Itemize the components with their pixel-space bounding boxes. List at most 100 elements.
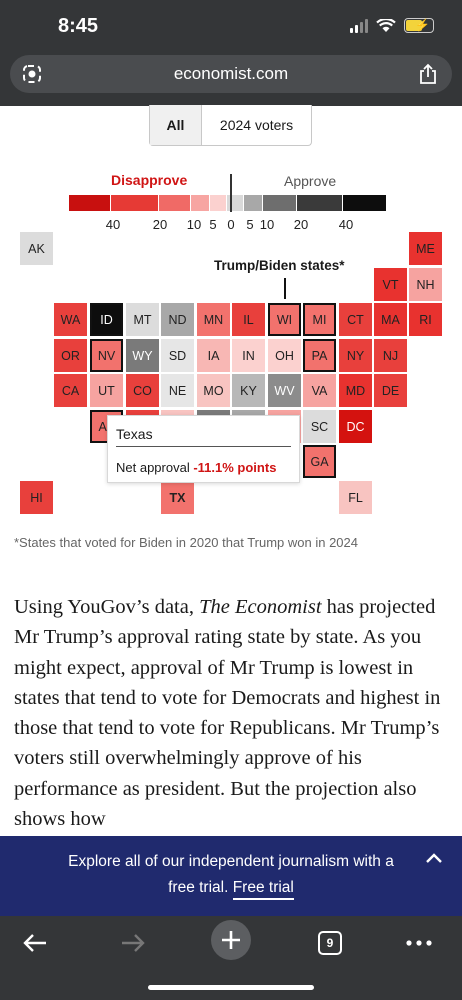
state-tile-wi[interactable]: WI: [268, 303, 301, 336]
legend-swatch: [69, 195, 110, 211]
back-arrow-icon: [23, 934, 46, 952]
state-tile-wa[interactable]: WA: [54, 303, 87, 336]
plus-icon: [222, 931, 240, 949]
state-tile-or[interactable]: OR: [54, 339, 87, 372]
share-icon[interactable]: [418, 63, 438, 85]
battery-icon: ⚡: [404, 18, 434, 33]
browser-top-bar: 8:45 ⚡ economist.com: [0, 0, 462, 106]
legend-tick-label: 5: [246, 217, 254, 232]
legend-zero-line: [230, 174, 232, 212]
legend-swatch: [191, 195, 209, 211]
state-tile-de[interactable]: DE: [374, 374, 407, 407]
forward-button[interactable]: [118, 928, 148, 958]
state-tile-nj[interactable]: NJ: [374, 339, 407, 372]
state-tile-mn[interactable]: MN: [197, 303, 230, 336]
status-time: 8:45: [58, 15, 99, 37]
legend-tick-label: 20: [152, 217, 168, 232]
legend-tick-label: 10: [259, 217, 275, 232]
state-tile-co[interactable]: CO: [126, 374, 159, 407]
annotation-pointer-line: [284, 278, 286, 299]
chevron-up-icon[interactable]: [426, 852, 442, 864]
legend-color-scale: [69, 195, 386, 211]
state-tile-il[interactable]: IL: [232, 303, 265, 336]
state-tile-ma[interactable]: MA: [374, 303, 407, 336]
url-text[interactable]: economist.com: [173, 64, 289, 83]
status-icons: ⚡: [350, 18, 434, 33]
more-dots-icon: [406, 940, 432, 946]
state-tile-nd[interactable]: ND: [161, 303, 194, 336]
legend-tick-label: 40: [105, 217, 121, 232]
legend-tick-label: 40: [338, 217, 354, 232]
state-tile-ia[interactable]: IA: [197, 339, 230, 372]
state-tile-dc[interactable]: DC: [339, 410, 372, 443]
free-trial-link[interactable]: Free trial: [232, 879, 294, 900]
tooltip-label: Net approval: [116, 460, 190, 475]
toggle-2024-voters-button[interactable]: 2024 voters: [219, 117, 294, 133]
state-tile-wy[interactable]: WY: [126, 339, 159, 372]
tabs-button[interactable]: 9: [315, 928, 345, 958]
free-trial-banner: Explore all of our independent journalis…: [0, 836, 462, 916]
legend-tick-label: 10: [186, 217, 202, 232]
cellular-signal-icon: [350, 18, 368, 33]
state-tile-fl[interactable]: FL: [339, 481, 372, 514]
url-bar[interactable]: economist.com: [10, 55, 452, 93]
state-tile-hi[interactable]: HI: [20, 481, 53, 514]
state-tile-pa[interactable]: PA: [303, 339, 336, 372]
legend-swatch: [297, 195, 342, 211]
state-tile-oh[interactable]: OH: [268, 339, 301, 372]
more-options-button[interactable]: [404, 928, 434, 958]
promo-line-2-text: free trial.: [168, 879, 233, 896]
state-tile-va[interactable]: VA: [303, 374, 336, 407]
state-tile-mo[interactable]: MO: [197, 374, 230, 407]
legend-swatch: [263, 195, 296, 211]
state-tile-in[interactable]: IN: [232, 339, 265, 372]
state-tile-md[interactable]: MD: [339, 374, 372, 407]
toggle-all-button[interactable]: All: [150, 105, 202, 145]
state-tile-ky[interactable]: KY: [232, 374, 265, 407]
state-tile-ct[interactable]: CT: [339, 303, 372, 336]
promo-line-1: Explore all of our independent journalis…: [68, 853, 394, 870]
page-settings-icon[interactable]: [22, 64, 42, 84]
new-tab-button[interactable]: [211, 920, 251, 960]
state-tile-ak[interactable]: AK: [20, 232, 53, 265]
wifi-icon: [376, 18, 396, 32]
state-tile-tx[interactable]: TX: [161, 481, 194, 514]
legend-swatch: [244, 195, 262, 211]
legend-swatch: [210, 195, 226, 211]
state-tile-sd[interactable]: SD: [161, 339, 194, 372]
state-tile-ny[interactable]: NY: [339, 339, 372, 372]
state-tile-mt[interactable]: MT: [126, 303, 159, 336]
state-tile-nv[interactable]: NV: [90, 339, 123, 372]
audience-toggle: All 2024 voters: [149, 105, 312, 146]
home-indicator: [148, 985, 314, 990]
tooltip-row: Net approval -11.1% points: [116, 460, 276, 475]
state-tile-mi[interactable]: MI: [303, 303, 336, 336]
back-button[interactable]: [20, 928, 50, 958]
legend-swatch: [111, 195, 158, 211]
state-tile-nh[interactable]: NH: [409, 268, 442, 301]
state-tile-id[interactable]: ID: [90, 303, 123, 336]
state-tooltip: Texas Net approval -11.1% points: [107, 415, 300, 483]
state-tile-ga[interactable]: GA: [303, 445, 336, 478]
state-tile-ut[interactable]: UT: [90, 374, 123, 407]
legend-disapprove-label: Disapprove: [111, 172, 188, 188]
tab-count-badge: 9: [318, 931, 342, 955]
legend-swatch: [343, 195, 386, 211]
legend-tick-label: 5: [209, 217, 217, 232]
forward-arrow-icon: [122, 934, 145, 952]
article-paragraph: Using YouGov’s data, The Economist has p…: [14, 592, 450, 834]
legend-tick-label: 0: [227, 217, 235, 232]
state-tile-sc[interactable]: SC: [303, 410, 336, 443]
state-tile-wv[interactable]: WV: [268, 374, 301, 407]
state-tile-vt[interactable]: VT: [374, 268, 407, 301]
article-text-2: has projected Mr Trump’s approval rating…: [14, 596, 441, 831]
state-tile-ne[interactable]: NE: [161, 374, 194, 407]
legend-swatch: [159, 195, 190, 211]
state-tile-ri[interactable]: RI: [409, 303, 442, 336]
tooltip-divider: [116, 446, 291, 447]
tooltip-value: -11.1% points: [193, 460, 277, 475]
state-tile-me[interactable]: ME: [409, 232, 442, 265]
state-tile-ca[interactable]: CA: [54, 374, 87, 407]
tooltip-title: Texas: [116, 426, 153, 442]
article-publication-name: The Economist: [199, 596, 322, 618]
